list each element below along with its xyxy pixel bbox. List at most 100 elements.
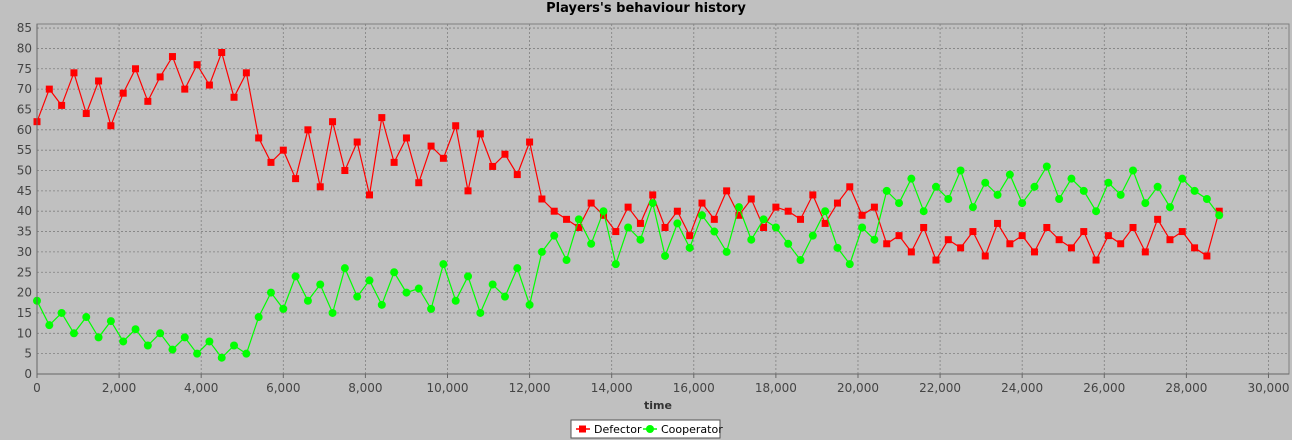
data-point-cooperator — [180, 333, 189, 342]
legend-label-cooperator: Cooperator — [661, 423, 723, 436]
data-point-cooperator — [525, 300, 534, 309]
data-point-cooperator — [562, 256, 571, 265]
data-point-cooperator — [710, 227, 719, 236]
data-point-cooperator — [858, 223, 867, 232]
x-tick-label: 20,000 — [837, 381, 879, 395]
data-point-defector — [833, 199, 841, 207]
data-point-defector — [858, 211, 866, 219]
data-point-defector — [698, 199, 706, 207]
data-point-cooperator — [1141, 199, 1150, 208]
legend-marker-cooperator — [646, 425, 654, 433]
data-point-cooperator — [722, 247, 731, 256]
data-point-cooperator — [414, 284, 423, 293]
data-point-cooperator — [759, 215, 768, 224]
data-point-defector — [1141, 248, 1149, 256]
data-point-cooperator — [833, 243, 842, 252]
data-point-defector — [181, 85, 189, 93]
x-tick-label: 8,000 — [348, 381, 382, 395]
data-point-cooperator — [907, 174, 916, 183]
data-point-cooperator — [1104, 178, 1113, 187]
data-point-defector — [920, 223, 928, 231]
data-point-defector — [587, 199, 595, 207]
data-point-cooperator — [1055, 195, 1064, 203]
data-point-defector — [427, 142, 435, 150]
data-point-cooperator — [427, 304, 436, 313]
series-layer — [33, 48, 1224, 362]
data-point-defector — [107, 122, 115, 130]
chart-title: Players's behaviour history — [546, 1, 746, 16]
data-point-defector — [895, 232, 903, 240]
data-point-cooperator — [143, 341, 152, 350]
x-ticks: 0 2,000 4,000 6,000 8,000 10,000 12,000 14,000 1… — [33, 374, 1289, 395]
data-point-defector — [205, 81, 213, 89]
data-point-defector — [119, 89, 127, 97]
data-point-cooperator — [796, 256, 805, 265]
data-point-defector — [944, 236, 952, 244]
data-point-cooperator — [661, 251, 670, 260]
data-point-defector — [415, 179, 423, 187]
data-point-defector — [1215, 207, 1223, 215]
data-point-cooperator — [1067, 174, 1076, 183]
data-point-cooperator — [1018, 199, 1027, 208]
y-tick-label: 35 — [17, 225, 32, 239]
data-point-cooperator — [1005, 170, 1014, 179]
data-point-defector — [575, 223, 583, 231]
data-point-defector — [476, 130, 484, 138]
data-point-defector — [870, 203, 878, 211]
data-point-cooperator — [1030, 182, 1039, 191]
data-point-cooperator — [242, 349, 251, 358]
data-point-defector — [255, 134, 263, 142]
data-point-cooperator — [981, 178, 990, 187]
x-tick-label: 28,000 — [1165, 381, 1207, 395]
data-point-cooperator — [808, 231, 817, 240]
y-tick-label: 20 — [17, 286, 32, 300]
data-point-cooperator — [771, 223, 780, 232]
data-point-defector — [1104, 232, 1112, 240]
data-point-cooperator — [464, 272, 473, 281]
data-point-cooperator — [500, 292, 509, 301]
x-tick-label: 0 — [33, 381, 41, 395]
data-point-cooperator — [69, 329, 78, 338]
data-point-defector — [821, 219, 829, 227]
data-point-defector — [193, 61, 201, 69]
y-tick-label: 50 — [17, 164, 32, 178]
data-point-cooperator — [353, 292, 362, 301]
data-point-defector — [1129, 223, 1137, 231]
data-point-defector — [599, 211, 607, 219]
data-point-defector — [365, 191, 373, 199]
data-point-cooperator — [587, 239, 596, 248]
legend: Defector Cooperator — [570, 419, 723, 439]
y-ticks: 0 5 10 15 20 25 30 35 40 45 50 55 60 65 70 75 80 85 — [17, 21, 32, 381]
data-point-cooperator — [599, 207, 608, 216]
data-point-cooperator — [611, 260, 620, 269]
y-tick-label: 10 — [17, 326, 32, 340]
x-tick-label: 16,000 — [673, 381, 715, 395]
data-point-cooperator — [537, 247, 546, 256]
x-tick-label: 30,000 — [1247, 381, 1289, 395]
data-point-defector — [156, 73, 164, 81]
data-point-cooperator — [156, 329, 165, 338]
data-point-cooperator — [550, 231, 559, 240]
data-point-defector — [760, 223, 768, 231]
data-point-defector — [58, 101, 66, 109]
data-point-cooperator — [882, 186, 891, 195]
y-tick-label: 45 — [17, 184, 32, 198]
plot-area — [36, 23, 1290, 375]
y-tick-label: 75 — [17, 62, 32, 76]
x-tick-label: 26,000 — [1083, 381, 1125, 395]
data-point-cooperator — [94, 333, 103, 342]
data-point-cooperator — [968, 203, 977, 212]
data-point-cooperator — [82, 313, 91, 322]
data-point-defector — [242, 69, 250, 77]
data-point-cooperator — [451, 296, 460, 305]
data-point-defector — [673, 207, 681, 215]
data-point-defector — [329, 118, 337, 126]
y-tick-label: 25 — [17, 265, 32, 279]
data-point-defector — [994, 219, 1002, 227]
data-point-defector — [526, 138, 534, 146]
data-point-defector — [907, 248, 915, 256]
data-point-defector — [82, 110, 90, 118]
data-point-defector — [1043, 223, 1051, 231]
data-point-cooperator — [1042, 162, 1051, 171]
data-point-defector — [1166, 236, 1174, 244]
